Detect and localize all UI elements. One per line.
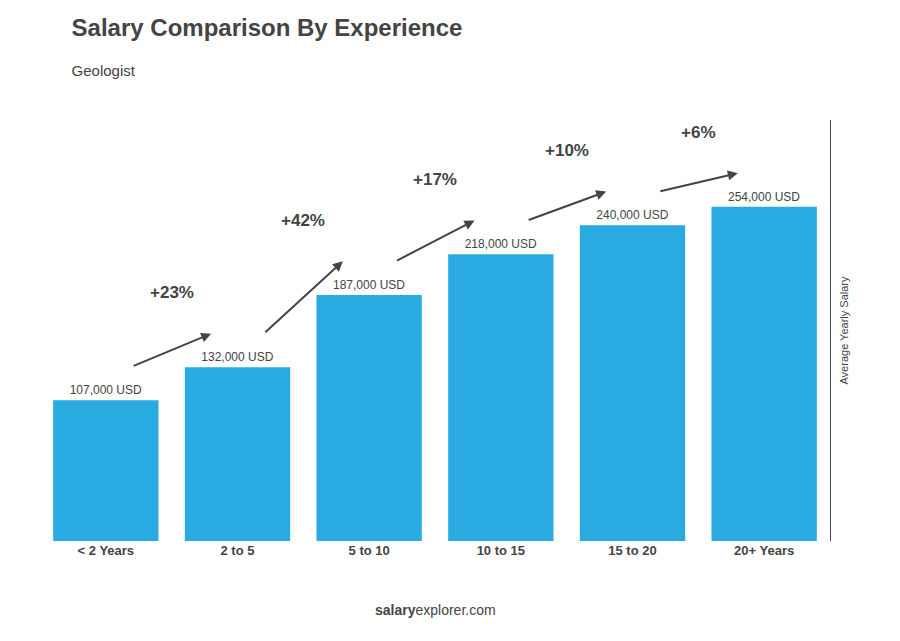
svg-text:107,000 USD: 107,000 USD xyxy=(70,383,142,397)
svg-text:+6%: +6% xyxy=(681,123,716,142)
svg-text:240,000 USD: 240,000 USD xyxy=(596,208,668,222)
svg-text:+23%: +23% xyxy=(150,283,194,302)
svg-text:Average Yearly Salary: Average Yearly Salary xyxy=(838,276,850,385)
svg-text:15 to 20: 15 to 20 xyxy=(608,543,656,558)
svg-text:Salary Comparison By Experienc: Salary Comparison By Experience xyxy=(72,14,463,41)
svg-text:2 to 5: 2 to 5 xyxy=(221,543,255,558)
svg-text:254,000 USD: 254,000 USD xyxy=(728,190,800,204)
svg-text:5 to 10: 5 to 10 xyxy=(349,543,390,558)
svg-text:132,000 USD: 132,000 USD xyxy=(201,350,273,364)
svg-text:218,000 USD: 218,000 USD xyxy=(465,237,537,251)
svg-text:salaryexplorer.com: salaryexplorer.com xyxy=(375,602,496,618)
svg-text:< 2 Years: < 2 Years xyxy=(78,543,135,558)
svg-text:+10%: +10% xyxy=(545,141,589,160)
svg-text:187,000 USD: 187,000 USD xyxy=(333,278,405,292)
svg-text:+42%: +42% xyxy=(281,211,325,230)
svg-text:Geologist: Geologist xyxy=(72,62,136,79)
svg-text:+17%: +17% xyxy=(413,170,457,189)
svg-text:10 to 15: 10 to 15 xyxy=(477,543,525,558)
svg-text:20+ Years: 20+ Years xyxy=(734,543,794,558)
